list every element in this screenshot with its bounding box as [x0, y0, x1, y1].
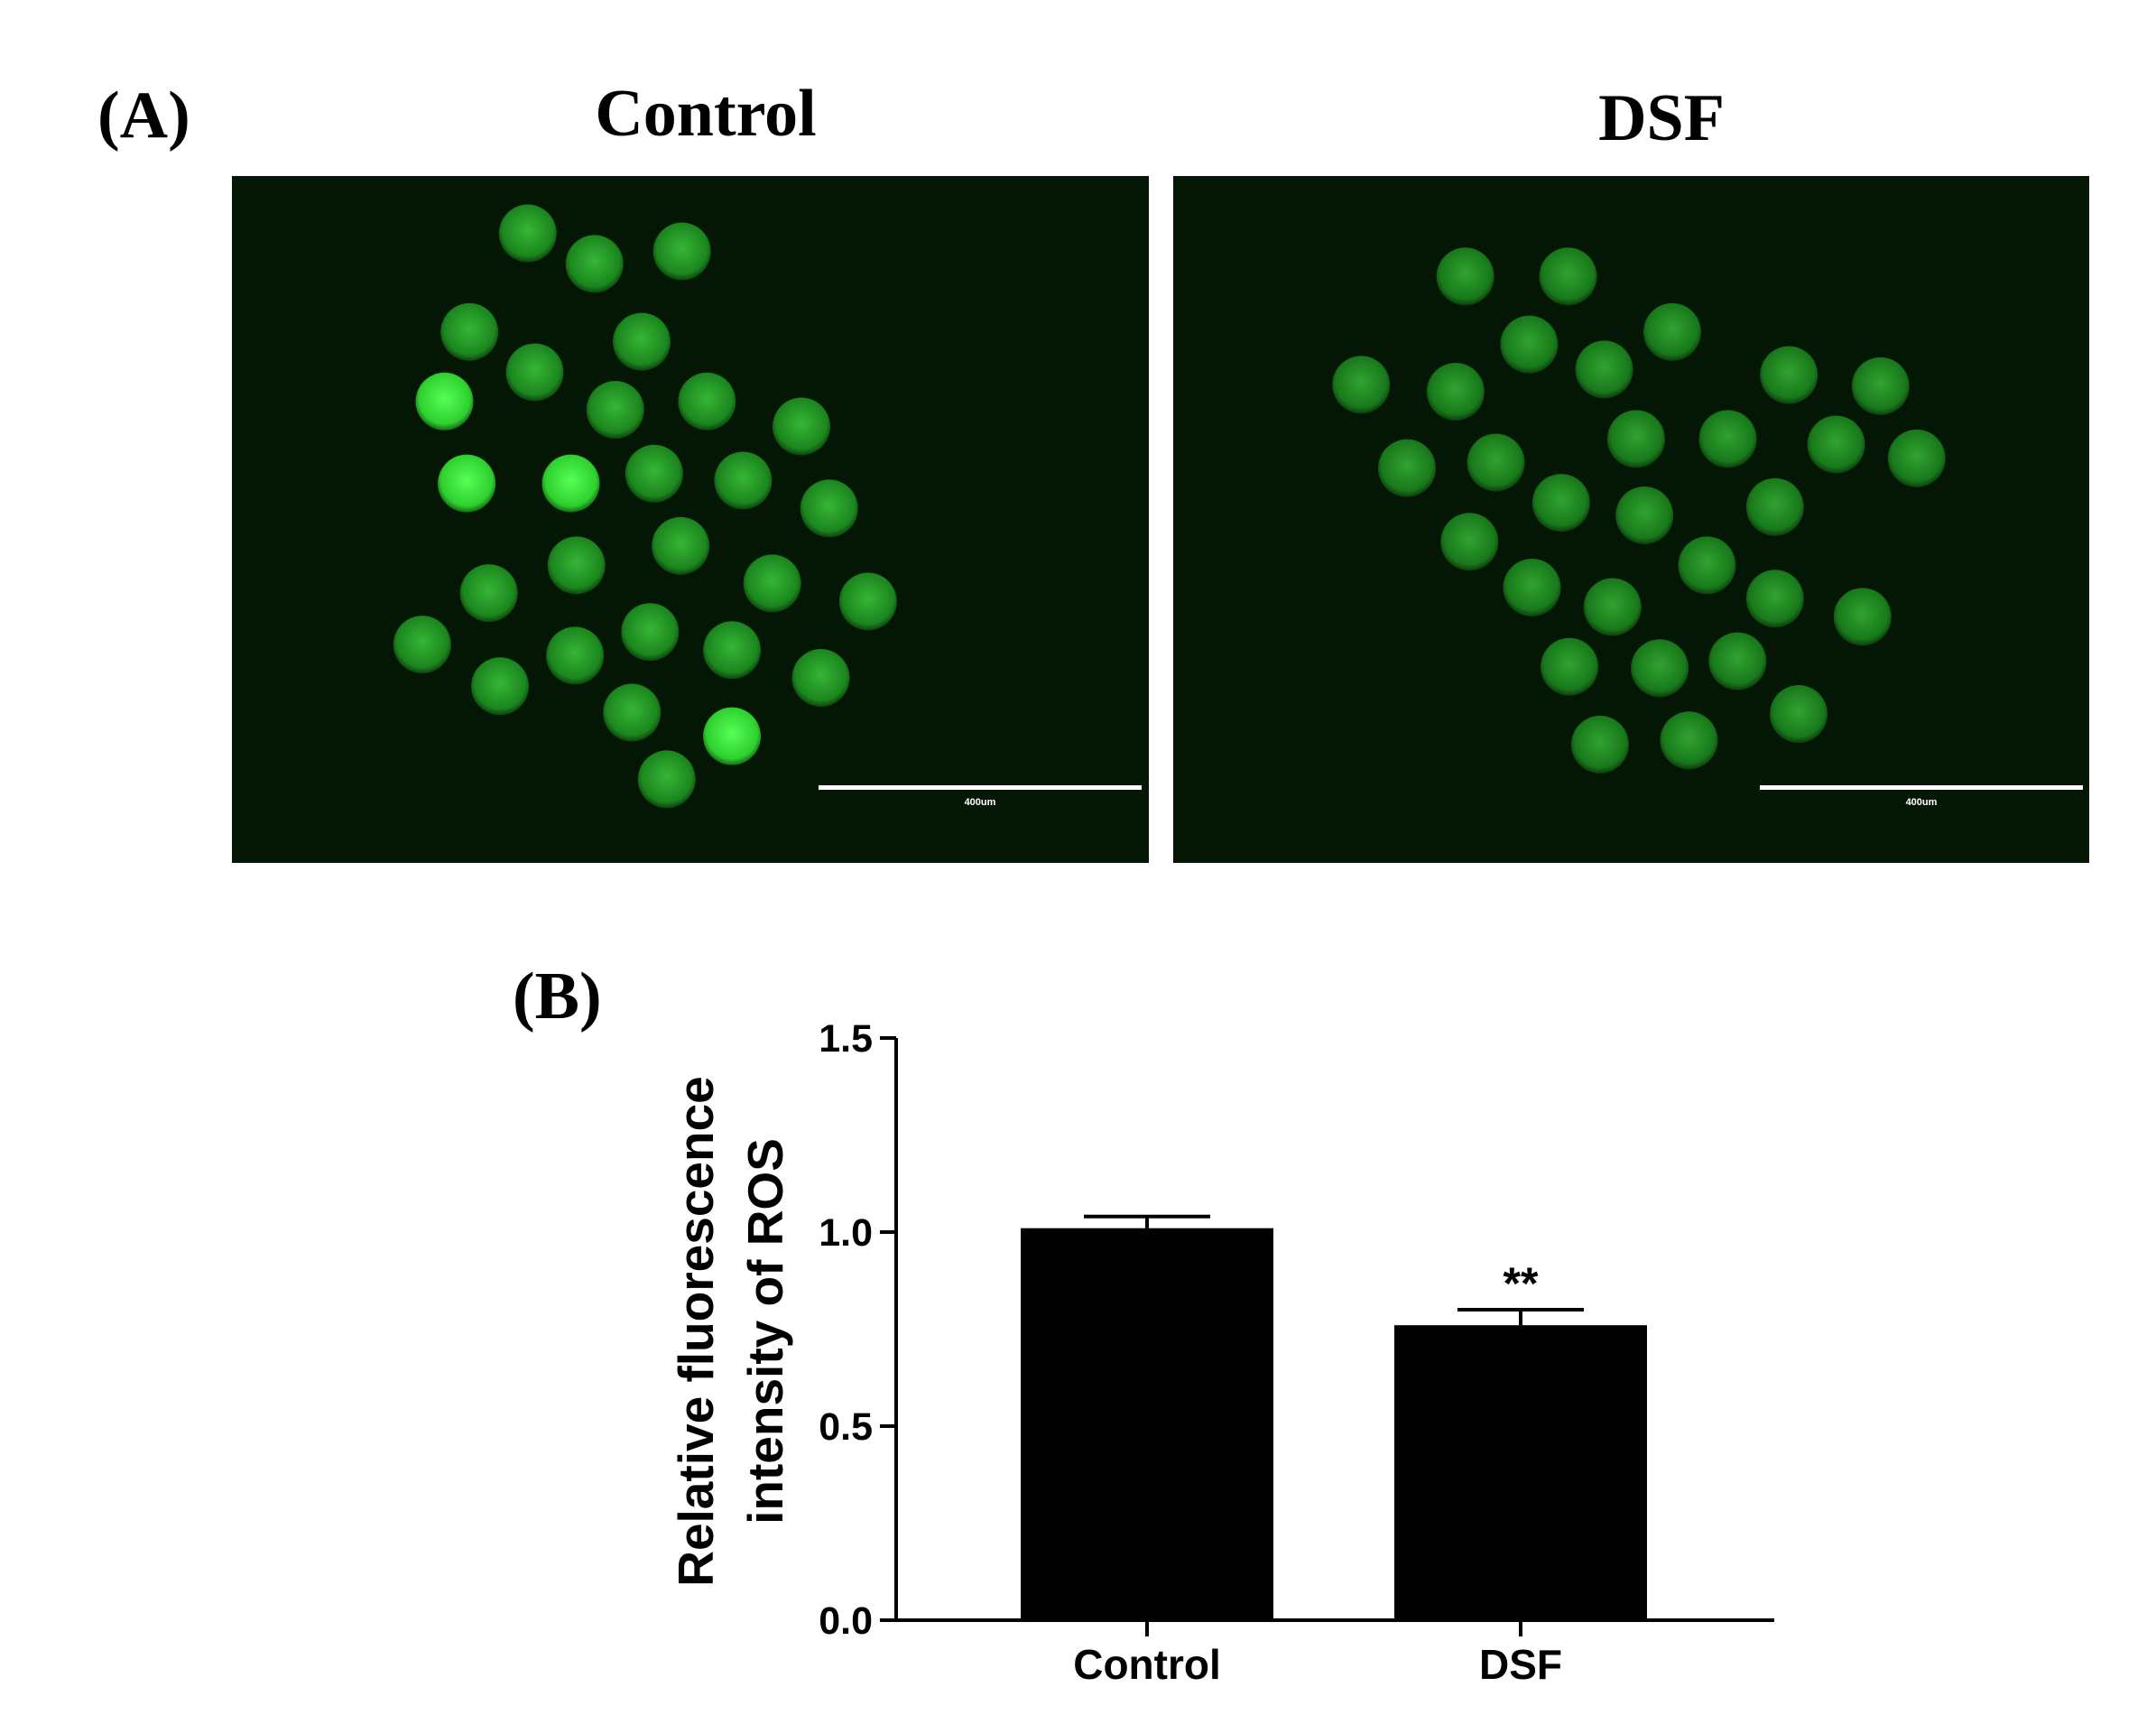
y-tick-label: 1.0 — [819, 1211, 873, 1255]
scale-bar-label: 400um — [965, 797, 996, 808]
cell — [773, 397, 831, 456]
cell — [565, 235, 624, 293]
image-title: DSF — [1598, 81, 1725, 155]
cell — [678, 372, 736, 431]
x-tick-label: Control — [1073, 1641, 1221, 1688]
cell — [652, 516, 710, 575]
cell — [471, 657, 530, 716]
bar — [1394, 1325, 1647, 1620]
cell — [714, 451, 773, 510]
cell — [393, 616, 451, 674]
cell — [1698, 410, 1757, 468]
cell — [1583, 578, 1642, 636]
cell — [1887, 429, 1946, 487]
cell — [505, 343, 564, 402]
cell — [415, 372, 474, 431]
cell — [652, 222, 711, 281]
cell — [1539, 247, 1597, 306]
cell — [1606, 410, 1665, 468]
cell — [1440, 513, 1499, 571]
cell — [1745, 570, 1804, 628]
cell — [1541, 637, 1599, 696]
significance-label: ** — [1504, 1258, 1539, 1309]
cell — [440, 302, 499, 361]
cell — [1332, 356, 1391, 414]
bar — [1021, 1228, 1273, 1620]
cell — [603, 683, 662, 742]
cell — [1660, 711, 1718, 770]
cell — [1436, 247, 1494, 306]
cell — [1708, 632, 1767, 691]
panel-label: (A) — [97, 79, 190, 153]
cell — [1833, 588, 1892, 646]
y-tick-label: 1.5 — [819, 1017, 873, 1061]
cell — [838, 572, 897, 631]
bar-chart: Relative fluorescence intensity of ROS 0… — [668, 1017, 1774, 1688]
cell — [541, 454, 600, 513]
cell — [1851, 357, 1910, 415]
cell — [586, 381, 644, 440]
cell — [1807, 415, 1865, 474]
panel-label: (B) — [513, 959, 602, 1033]
cell — [637, 750, 696, 809]
x-tick-label: DSF — [1479, 1641, 1562, 1688]
y-axis-label: Relative fluorescence — [668, 1076, 724, 1587]
image-title: Control — [595, 77, 816, 151]
cell — [498, 204, 557, 263]
micrograph: 400um — [232, 176, 1149, 863]
cell — [1745, 477, 1804, 536]
cell — [1575, 340, 1633, 399]
cell — [743, 554, 801, 613]
y-axis-label: intensity of ROS — [737, 1138, 793, 1525]
cell — [1615, 486, 1674, 544]
cell — [791, 649, 850, 708]
cell — [546, 626, 605, 685]
cell — [1378, 439, 1437, 497]
cell — [459, 564, 518, 623]
cell — [1570, 715, 1629, 774]
cell — [613, 312, 671, 371]
y-tick-label: 0.5 — [819, 1405, 873, 1449]
scale-bar-label: 400um — [1906, 797, 1938, 808]
micrograph: 400um — [1173, 176, 2089, 863]
cell — [800, 479, 858, 538]
cell — [1531, 474, 1590, 533]
cell — [1760, 346, 1818, 404]
cell — [625, 444, 683, 503]
cell — [1426, 362, 1485, 421]
y-tick-label: 0.0 — [819, 1599, 873, 1643]
cell — [1467, 433, 1525, 492]
cell — [1642, 302, 1701, 361]
cell — [1631, 639, 1689, 698]
cell — [703, 707, 762, 765]
cell — [1500, 315, 1559, 374]
cell — [1678, 536, 1736, 595]
cell — [621, 603, 680, 662]
cell — [438, 454, 496, 513]
cell — [703, 621, 762, 680]
cell — [547, 536, 606, 595]
cell — [1503, 558, 1561, 616]
cell — [1770, 685, 1828, 744]
